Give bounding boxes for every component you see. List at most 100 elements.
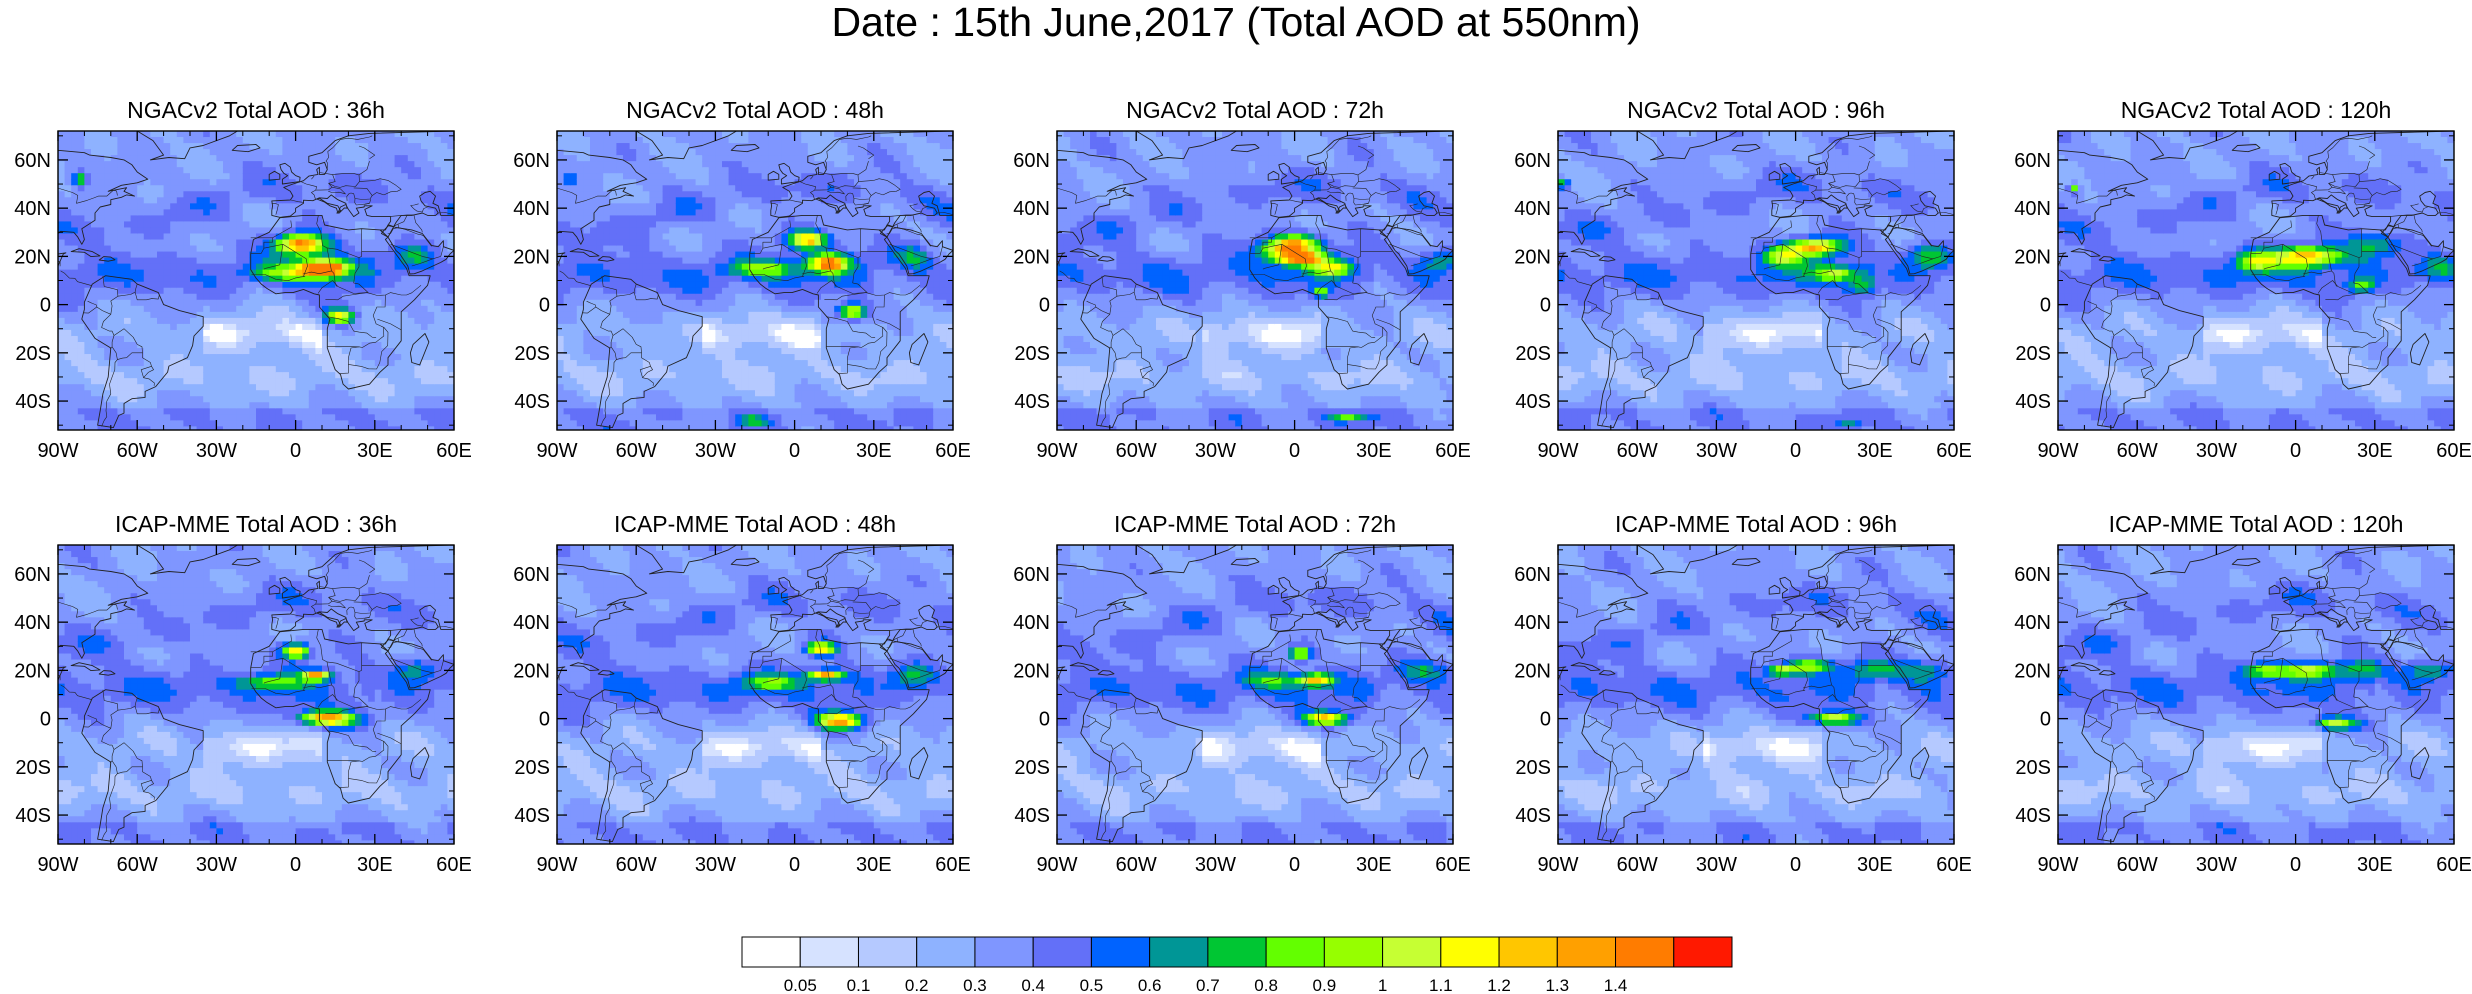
coastlines [2058, 131, 2454, 429]
lat-tick-label: 20N [513, 660, 550, 682]
lon-tick-label: 60E [1936, 440, 1972, 462]
lat-tick-label: 40N [1013, 198, 1050, 220]
lon-tick-label: 30E [1356, 854, 1392, 876]
panel-title: ICAP-MME Total AOD : 96h [1615, 511, 1897, 537]
lat-tick-label: 40N [513, 612, 550, 634]
lon-tick-label: 60W [2117, 440, 2158, 462]
aod-field [557, 545, 953, 844]
colorbar-label: 0.8 [1254, 976, 1278, 994]
lon-tick-label: 90W [37, 440, 78, 462]
lon-tick-label: 90W [1537, 854, 1578, 876]
coastlines [1057, 131, 1453, 429]
coastlines [58, 545, 454, 843]
lat-tick-label: 0 [40, 295, 51, 317]
lat-tick-label: 20N [2014, 660, 2051, 682]
aod-field [557, 131, 953, 430]
aod-field [1057, 131, 1453, 430]
lon-tick-label: 30W [2196, 854, 2237, 876]
lon-tick-label: 60W [1116, 854, 1157, 876]
lon-tick-label: 90W [1537, 440, 1578, 462]
lon-tick-label: 60E [935, 440, 971, 462]
colorbar-swatch [916, 936, 976, 968]
lon-tick-label: 0 [290, 440, 301, 462]
lat-tick-label: 20S [1014, 757, 1050, 779]
lat-tick-label: 40N [513, 198, 550, 220]
lat-tick-label: 40S [2015, 805, 2051, 827]
lon-tick-label: 60E [1936, 854, 1972, 876]
lat-tick-label: 20S [2015, 343, 2051, 365]
lat-tick-label: 20S [2015, 757, 2051, 779]
lon-tick-label: 60E [436, 440, 472, 462]
colorbar: 0.05 0.1 0.2 0.3 0.4 0.5 0.6 0.7 0.8 0.9 1 1.1 1.2 1.… [741, 936, 1733, 994]
map-panel: 90W 60W 30W 0 30E 60E 60N 40N 20N 0 20S 40S ICAP-MME… [1514, 511, 1972, 876]
colorbar-label: 0.1 [847, 976, 871, 994]
colorbar-swatch [1615, 936, 1675, 968]
lon-tick-label: 30E [357, 440, 393, 462]
colorbar-label: 0.5 [1080, 976, 1104, 994]
panel-title: ICAP-MME Total AOD : 48h [614, 511, 896, 537]
colorbar-swatch [1207, 936, 1267, 968]
colorbar-label: 1.4 [1604, 976, 1628, 994]
panel-title: ICAP-MME Total AOD : 120h [2109, 511, 2404, 537]
lat-tick-label: 40N [1514, 612, 1551, 634]
lat-tick-label: 0 [539, 295, 550, 317]
panel-title: NGACv2 Total AOD : 120h [2121, 97, 2392, 123]
lat-tick-label: 20N [513, 246, 550, 268]
colorbar-swatch [1673, 936, 1733, 968]
lon-tick-label: 30E [1356, 440, 1392, 462]
lon-tick-label: 60W [1617, 854, 1658, 876]
lat-tick-label: 0 [1039, 295, 1050, 317]
colorbar-label: 0.3 [963, 976, 987, 994]
lat-tick-label: 60N [2014, 564, 2051, 586]
colorbar-label: 0.9 [1313, 976, 1337, 994]
panel-title: NGACv2 Total AOD : 48h [626, 97, 884, 123]
lon-tick-label: 90W [536, 440, 577, 462]
colorbar-swatch [1090, 936, 1151, 968]
lon-tick-label: 60W [1617, 440, 1658, 462]
lon-tick-label: 60E [1435, 854, 1471, 876]
lat-tick-label: 40N [1514, 198, 1551, 220]
lon-tick-label: 60E [2436, 440, 2472, 462]
lat-tick-label: 20S [1515, 757, 1551, 779]
lon-tick-label: 30E [856, 440, 892, 462]
lon-tick-label: 0 [789, 440, 800, 462]
lon-tick-label: 0 [1790, 440, 1801, 462]
lat-tick-label: 40N [2014, 612, 2051, 634]
colorbar-swatch [1440, 936, 1500, 968]
lat-tick-label: 20S [1515, 343, 1551, 365]
lat-tick-label: 0 [2040, 295, 2051, 317]
colorbar-swatch [799, 936, 859, 968]
lat-tick-label: 60N [1013, 150, 1050, 172]
panel-title: NGACv2 Total AOD : 36h [127, 97, 385, 123]
lat-tick-label: 60N [513, 150, 550, 172]
lon-tick-label: 60W [117, 440, 158, 462]
lat-tick-label: 20N [14, 660, 51, 682]
lat-tick-label: 20N [1514, 660, 1551, 682]
lon-tick-label: 30W [695, 440, 736, 462]
colorbar-label: 1.3 [1545, 976, 1569, 994]
coastlines [1558, 131, 1954, 429]
lon-tick-label: 30W [695, 854, 736, 876]
lat-tick-label: 40S [2015, 391, 2051, 413]
lat-tick-label: 20S [15, 757, 51, 779]
colorbar-label: 0.2 [905, 976, 929, 994]
aod-field [1558, 131, 1954, 430]
map-panel: 90W 60W 30W 0 30E 60E 60N 40N 20N 0 20S 40S NGACv2 T… [513, 97, 971, 462]
colorbar-swatch [741, 936, 801, 968]
lon-tick-label: 60W [1116, 440, 1157, 462]
lon-tick-label: 30W [196, 854, 237, 876]
colorbar-label: 1.2 [1487, 976, 1511, 994]
lat-tick-label: 20N [14, 246, 51, 268]
colorbar-label: 0.7 [1196, 976, 1220, 994]
lon-tick-label: 90W [1036, 440, 1077, 462]
lon-tick-label: 90W [37, 854, 78, 876]
colorbar-swatch [1265, 936, 1325, 968]
lat-tick-label: 40N [2014, 198, 2051, 220]
map-panel: 90W 60W 30W 0 30E 60E 60N 40N 20N 0 20S 40S ICAP-MME… [1013, 511, 1471, 876]
coastlines [1558, 545, 1954, 843]
lat-tick-label: 40S [15, 805, 51, 827]
lon-tick-label: 0 [1289, 440, 1300, 462]
colorbar-swatch [857, 936, 918, 968]
lat-tick-label: 60N [14, 564, 51, 586]
